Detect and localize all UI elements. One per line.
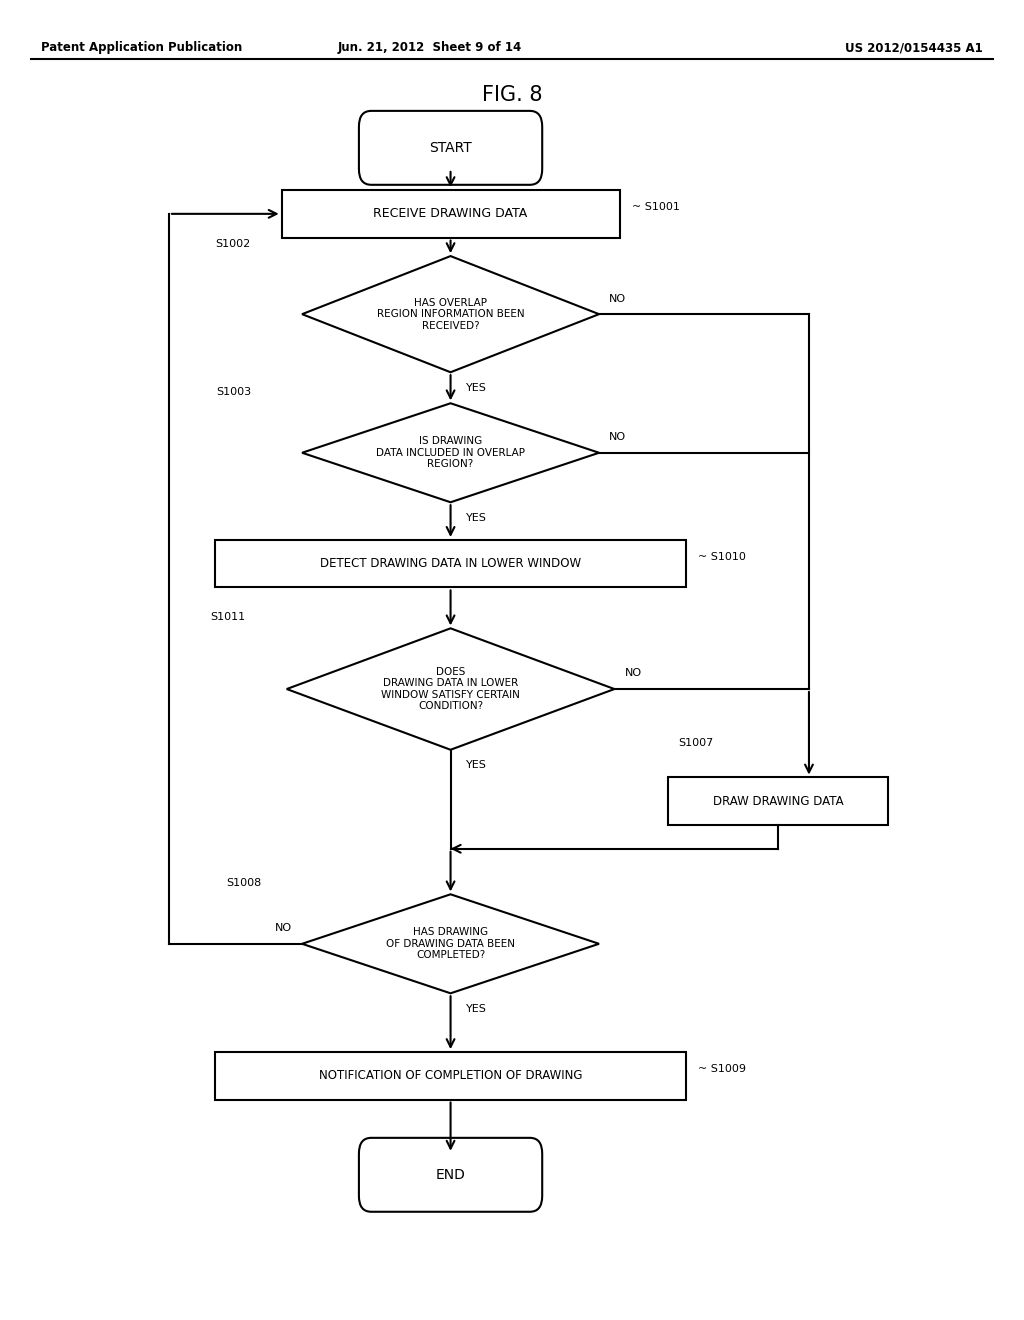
FancyBboxPatch shape	[358, 111, 543, 185]
Bar	[668, 777, 888, 825]
Text: ~ S1009: ~ S1009	[698, 1064, 746, 1074]
Text: START: START	[429, 141, 472, 154]
Text: YES: YES	[466, 383, 486, 393]
Text: YES: YES	[466, 760, 486, 771]
Text: DOES
DRAWING DATA IN LOWER
WINDOW SATISFY CERTAIN
CONDITION?: DOES DRAWING DATA IN LOWER WINDOW SATISF…	[381, 667, 520, 711]
Text: YES: YES	[466, 1005, 486, 1014]
Text: NO: NO	[625, 668, 642, 678]
Text: Jun. 21, 2012  Sheet 9 of 14: Jun. 21, 2012 Sheet 9 of 14	[338, 41, 522, 54]
Text: DETECT DRAWING DATA IN LOWER WINDOW: DETECT DRAWING DATA IN LOWER WINDOW	[319, 557, 582, 570]
Text: ~ S1001: ~ S1001	[632, 202, 680, 213]
Text: HAS DRAWING
OF DRAWING DATA BEEN
COMPLETED?: HAS DRAWING OF DRAWING DATA BEEN COMPLET…	[386, 927, 515, 961]
Text: NOTIFICATION OF COMPLETION OF DRAWING: NOTIFICATION OF COMPLETION OF DRAWING	[318, 1069, 583, 1082]
Text: NO: NO	[609, 432, 627, 442]
Text: ~ S1010: ~ S1010	[698, 552, 746, 562]
Polygon shape	[302, 404, 599, 502]
Polygon shape	[302, 895, 599, 993]
Bar	[282, 190, 620, 238]
FancyBboxPatch shape	[358, 1138, 543, 1212]
Text: S1011: S1011	[211, 611, 246, 622]
Text: S1002: S1002	[216, 239, 251, 249]
Text: S1003: S1003	[216, 387, 251, 396]
Text: US 2012/0154435 A1: US 2012/0154435 A1	[845, 41, 983, 54]
Text: NO: NO	[274, 923, 292, 933]
Polygon shape	[287, 628, 614, 750]
Text: END: END	[435, 1168, 466, 1181]
Text: HAS OVERLAP
REGION INFORMATION BEEN
RECEIVED?: HAS OVERLAP REGION INFORMATION BEEN RECE…	[377, 297, 524, 331]
Text: Patent Application Publication: Patent Application Publication	[41, 41, 243, 54]
Text: FIG. 8: FIG. 8	[481, 84, 543, 106]
Text: IS DRAWING
DATA INCLUDED IN OVERLAP
REGION?: IS DRAWING DATA INCLUDED IN OVERLAP REGI…	[376, 436, 525, 470]
Text: S1007: S1007	[678, 738, 714, 748]
Text: RECEIVE DRAWING DATA: RECEIVE DRAWING DATA	[374, 207, 527, 220]
Polygon shape	[302, 256, 599, 372]
Text: YES: YES	[466, 512, 486, 523]
Bar	[215, 540, 686, 587]
Bar	[215, 1052, 686, 1100]
Text: NO: NO	[609, 293, 627, 304]
Text: DRAW DRAWING DATA: DRAW DRAWING DATA	[713, 795, 844, 808]
Text: S1008: S1008	[226, 878, 261, 888]
